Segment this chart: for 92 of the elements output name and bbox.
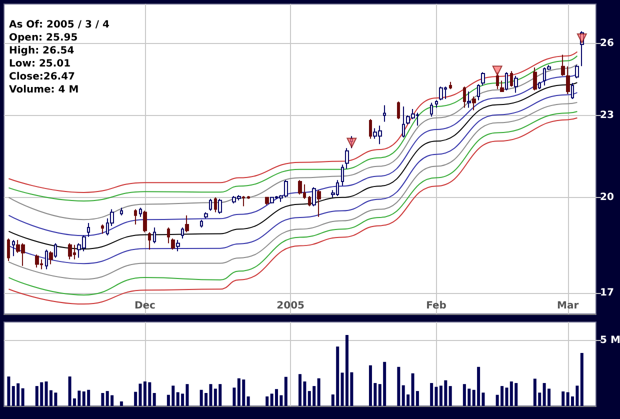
candlestick xyxy=(341,164,344,186)
candlestick xyxy=(575,64,579,79)
candlestick xyxy=(312,186,316,207)
bar xyxy=(317,378,320,406)
candlestick xyxy=(481,72,485,86)
candlestick xyxy=(87,222,90,238)
candlestick xyxy=(49,250,53,265)
bar xyxy=(284,376,288,406)
bar xyxy=(152,393,156,406)
candlestick xyxy=(510,70,513,88)
candlestick xyxy=(209,198,212,212)
candlestick xyxy=(477,84,480,101)
candlestick xyxy=(143,210,147,233)
annotation: Volume: 4 M xyxy=(9,84,79,96)
candlestick xyxy=(45,249,48,270)
candlestick xyxy=(514,75,518,94)
bar xyxy=(101,393,104,406)
candlestick xyxy=(317,190,321,218)
bar xyxy=(580,352,584,406)
candlestick xyxy=(345,148,349,170)
candlestick xyxy=(435,100,438,108)
point xyxy=(576,33,587,44)
candlestick xyxy=(134,208,137,225)
candlestick xyxy=(12,240,15,257)
candlestick xyxy=(171,238,175,250)
candlestick xyxy=(200,219,203,228)
point xyxy=(492,66,502,76)
candlestick xyxy=(185,214,189,233)
candlestick xyxy=(148,232,151,250)
candlestick xyxy=(566,66,570,95)
x-tick-label: 2005 xyxy=(276,300,305,312)
bar xyxy=(120,401,123,406)
annotation: Close:26.47 xyxy=(9,72,76,82)
annotation: Low: 25.01 xyxy=(9,58,71,70)
candlestick xyxy=(500,80,504,92)
candlestick xyxy=(298,180,302,195)
x-tick-label: Mar xyxy=(556,300,579,312)
candlestick xyxy=(383,104,386,122)
candlestick xyxy=(505,72,508,91)
candlestick xyxy=(463,86,466,108)
candlestick xyxy=(181,227,184,239)
bar xyxy=(246,396,250,406)
bar xyxy=(562,391,565,406)
y-tick-label: 5 M xyxy=(600,334,620,346)
candlestick xyxy=(139,207,142,218)
candlestick xyxy=(167,227,170,244)
y-tick-label: 17 xyxy=(600,287,614,298)
candlestick xyxy=(176,240,180,252)
candlestick xyxy=(397,100,400,120)
candlestick xyxy=(35,254,39,268)
bar xyxy=(430,383,434,406)
candlestick xyxy=(538,81,541,90)
y-tick-label: 20 xyxy=(600,192,614,203)
x-tick-label: Dec xyxy=(134,300,156,312)
candlestick xyxy=(153,227,156,244)
candlestick xyxy=(430,102,433,118)
annotation: High: 26.54 xyxy=(9,46,74,56)
candlestick xyxy=(308,195,311,207)
x-tick-label: Feb xyxy=(426,300,446,312)
annotation: As Of: 2005 / 3 / 4 xyxy=(9,20,110,30)
candlestick xyxy=(467,91,471,108)
candlestick xyxy=(247,195,250,200)
candlestick xyxy=(369,118,372,140)
candlestick xyxy=(68,242,72,260)
y-tick-label: 23 xyxy=(600,110,614,121)
candlestick xyxy=(449,81,452,90)
candlestick xyxy=(101,224,104,234)
bar xyxy=(232,388,236,406)
candlestick xyxy=(214,196,217,213)
candlestick xyxy=(270,196,274,204)
candlestick xyxy=(54,242,57,258)
candlestick xyxy=(561,54,565,76)
candlestick xyxy=(242,195,245,207)
candlestick xyxy=(571,82,574,100)
candlestick xyxy=(472,96,476,111)
candlestick xyxy=(7,238,10,262)
point xyxy=(346,138,357,148)
candlestick xyxy=(120,207,123,216)
candlestick xyxy=(218,198,222,214)
y-tick-label: 26 xyxy=(600,38,614,49)
bar xyxy=(134,392,138,406)
candlestick xyxy=(265,196,269,206)
bar xyxy=(21,388,24,406)
candlestick xyxy=(204,212,208,219)
candlestick xyxy=(533,67,537,91)
bar xyxy=(7,376,10,406)
candlestick xyxy=(402,106,405,138)
bar xyxy=(266,396,269,406)
bar xyxy=(448,386,452,406)
candlestick xyxy=(439,86,443,101)
annotation: Open: 25.95 xyxy=(9,32,78,44)
bar xyxy=(397,366,400,406)
